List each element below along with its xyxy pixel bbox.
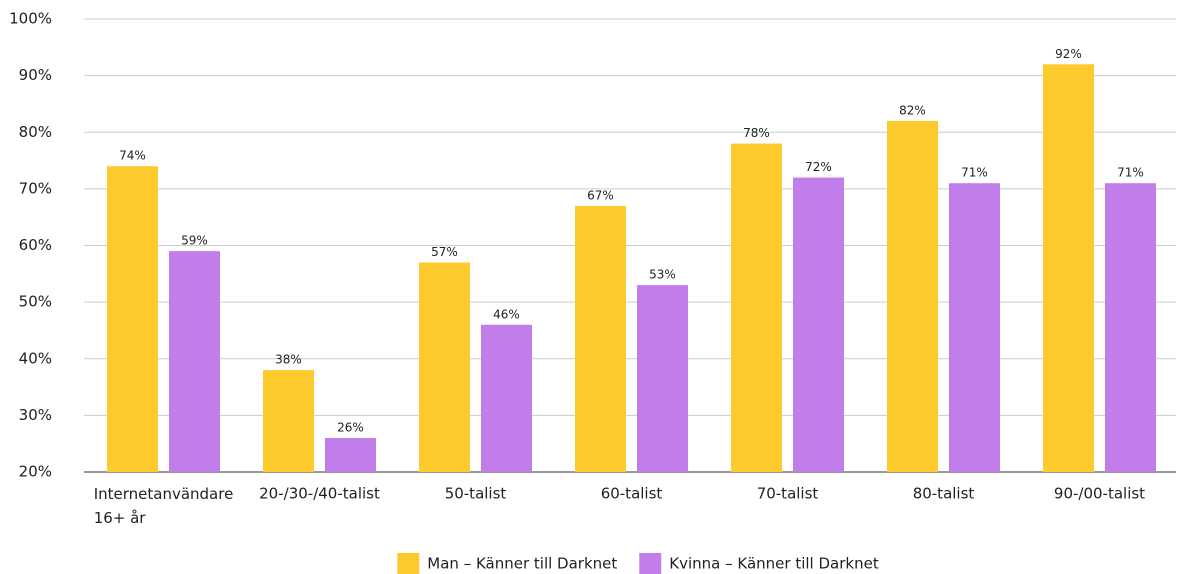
bar — [887, 120, 938, 473]
value-label: 57% — [431, 245, 458, 259]
value-label: 82% — [899, 103, 926, 117]
y-tick-label: 30% — [19, 406, 52, 424]
x-tick-label: Internetanvändare 16+ år — [94, 485, 234, 527]
x-tick-label: 60-talist — [601, 485, 663, 503]
legend-swatch — [397, 553, 420, 574]
bar — [949, 183, 1000, 472]
bar — [793, 177, 844, 473]
legend-swatch — [639, 553, 662, 574]
bar — [107, 166, 158, 472]
bar — [325, 438, 376, 472]
bar — [419, 262, 470, 472]
x-tick-label: 20-/30-/40-talist — [259, 485, 380, 503]
x-tick-label: 50-talist — [445, 485, 507, 503]
value-label: 59% — [181, 234, 208, 248]
value-label: 46% — [493, 307, 520, 321]
value-label: 72% — [805, 160, 832, 174]
x-tick-label: 90-/00-talist — [1054, 485, 1145, 503]
bar — [1105, 183, 1156, 472]
value-label: 78% — [743, 126, 770, 140]
x-tick-label: 70-talist — [757, 485, 819, 503]
value-label: 74% — [119, 149, 146, 163]
y-tick-label: 40% — [19, 349, 52, 367]
legend: Man – Känner till Darknet Kvinna – Känner… — [397, 553, 879, 574]
value-label: 71% — [1117, 166, 1144, 180]
value-label: 92% — [1055, 47, 1082, 61]
value-label: 53% — [649, 268, 676, 282]
y-tick-label: 80% — [19, 123, 52, 141]
legend-label: Kvinna – Känner till Darknet — [669, 555, 879, 573]
bar — [731, 143, 782, 472]
y-tick-label: 100% — [9, 10, 52, 28]
bar — [1043, 64, 1094, 473]
bar — [169, 251, 220, 472]
value-label: 26% — [337, 421, 364, 435]
bar — [637, 285, 688, 472]
x-tick-label: 80-talist — [913, 485, 975, 503]
y-tick-label: 20% — [19, 463, 52, 481]
y-tick-label: 50% — [19, 293, 52, 311]
legend-label: Man – Känner till Darknet — [427, 555, 617, 573]
value-label: 38% — [275, 353, 302, 367]
y-tick-label: 90% — [19, 66, 52, 84]
bar — [575, 205, 626, 473]
bar — [481, 324, 532, 472]
value-label: 71% — [961, 166, 988, 180]
y-tick-label: 70% — [19, 179, 52, 197]
bar — [263, 370, 314, 472]
value-label: 67% — [587, 188, 614, 202]
y-tick-label: 60% — [19, 236, 52, 254]
